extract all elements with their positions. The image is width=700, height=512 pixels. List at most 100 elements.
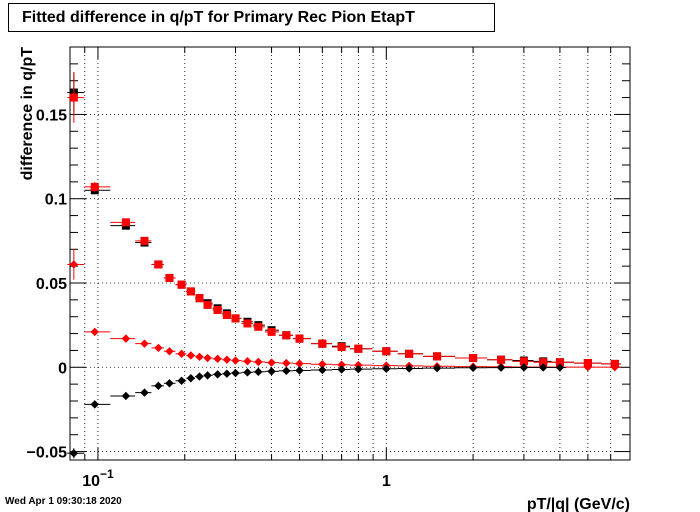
data-point — [519, 357, 528, 366]
data-point — [382, 364, 391, 374]
data-point — [203, 300, 212, 309]
data-point — [140, 339, 149, 348]
data-point — [195, 352, 204, 362]
data-point — [140, 388, 149, 397]
data-point — [195, 372, 204, 381]
data-point — [177, 376, 186, 385]
y-tick-label: 0 — [58, 360, 67, 377]
data-point — [121, 334, 131, 343]
data-point — [539, 358, 548, 367]
data-point — [497, 355, 506, 364]
series-0 — [67, 72, 621, 368]
data-point — [121, 391, 131, 401]
data-point — [354, 344, 363, 353]
data-point — [432, 363, 442, 373]
data-point — [295, 366, 304, 375]
data-point — [555, 358, 564, 367]
data-point — [555, 363, 565, 372]
data-point — [243, 319, 252, 328]
y-tick-label: −0.05 — [27, 445, 68, 462]
data-point — [295, 359, 304, 368]
data-point — [243, 368, 252, 377]
data-point — [282, 331, 291, 340]
data-point — [254, 357, 263, 367]
data-point — [165, 347, 174, 356]
data-point — [254, 367, 263, 377]
series-1 — [67, 72, 621, 368]
data-point — [231, 314, 240, 323]
data-point — [69, 449, 79, 458]
y-axis-title: difference in q/pT — [19, 47, 36, 181]
data-point — [69, 260, 79, 269]
y-tick-label: 0.15 — [36, 107, 67, 124]
data-point — [165, 379, 174, 388]
plot-frame — [69, 46, 631, 461]
data-point — [203, 371, 212, 380]
timestamp: Wed Apr 1 09:30:18 2020 — [5, 496, 122, 507]
x-axis-title: pT/|q| (GeV/c) — [527, 496, 630, 512]
data-point — [433, 352, 442, 361]
data-point — [231, 368, 240, 378]
data-point — [140, 236, 149, 245]
data-point — [267, 327, 276, 336]
series-2 — [67, 249, 621, 372]
tick-labels: −0.05 0 0.05 0.1 0.15 10−1 1 — [27, 107, 391, 490]
x-tick-label: 1 — [382, 473, 391, 490]
data-point — [154, 343, 163, 353]
data-point — [213, 370, 222, 379]
data-point — [231, 356, 240, 365]
data-point — [405, 349, 414, 358]
data-point — [267, 358, 276, 367]
data-point — [496, 363, 506, 372]
data-point — [186, 287, 195, 296]
data-point — [186, 374, 196, 383]
series-3 — [67, 363, 566, 459]
data-point — [90, 400, 99, 409]
chart-title-box: Fitted difference in q/pT for Primary Re… — [8, 3, 495, 32]
data-point — [354, 364, 363, 374]
data-point — [519, 363, 529, 372]
data-point — [195, 294, 204, 303]
data-point — [610, 362, 620, 372]
data-point — [404, 364, 414, 373]
data-point — [154, 381, 163, 391]
data-point — [154, 260, 163, 269]
chart-title: Fitted difference in q/pT for Primary Re… — [22, 8, 415, 26]
data-point — [243, 357, 252, 366]
data-point — [282, 366, 291, 376]
data-point — [177, 349, 186, 358]
data-point — [69, 93, 78, 102]
data-point — [222, 369, 232, 378]
data-point — [213, 354, 222, 364]
data-point — [90, 327, 99, 337]
data-point — [213, 305, 222, 314]
axis-ticks — [69, 46, 631, 460]
grid-lines — [69, 47, 631, 460]
y-tick-label: 0.05 — [36, 276, 67, 293]
data-point — [254, 322, 263, 331]
data-point — [318, 339, 327, 348]
data-points — [67, 72, 621, 459]
data-point — [538, 363, 548, 372]
data-point — [337, 343, 346, 352]
data-point — [177, 280, 186, 289]
data-point — [468, 363, 478, 372]
data-point — [186, 351, 196, 360]
data-point — [90, 182, 99, 191]
data-point — [222, 355, 232, 364]
data-point — [337, 360, 346, 369]
data-point — [203, 353, 212, 363]
data-point — [295, 334, 304, 343]
data-point — [318, 360, 327, 369]
data-point — [583, 362, 593, 372]
data-point — [337, 365, 346, 374]
data-point — [121, 218, 130, 227]
data-point — [222, 311, 231, 320]
data-point — [469, 354, 478, 363]
y-tick-label: 0.1 — [45, 192, 67, 209]
data-point — [382, 347, 391, 356]
data-point — [318, 365, 327, 375]
data-point — [267, 367, 276, 376]
data-point — [165, 273, 174, 282]
